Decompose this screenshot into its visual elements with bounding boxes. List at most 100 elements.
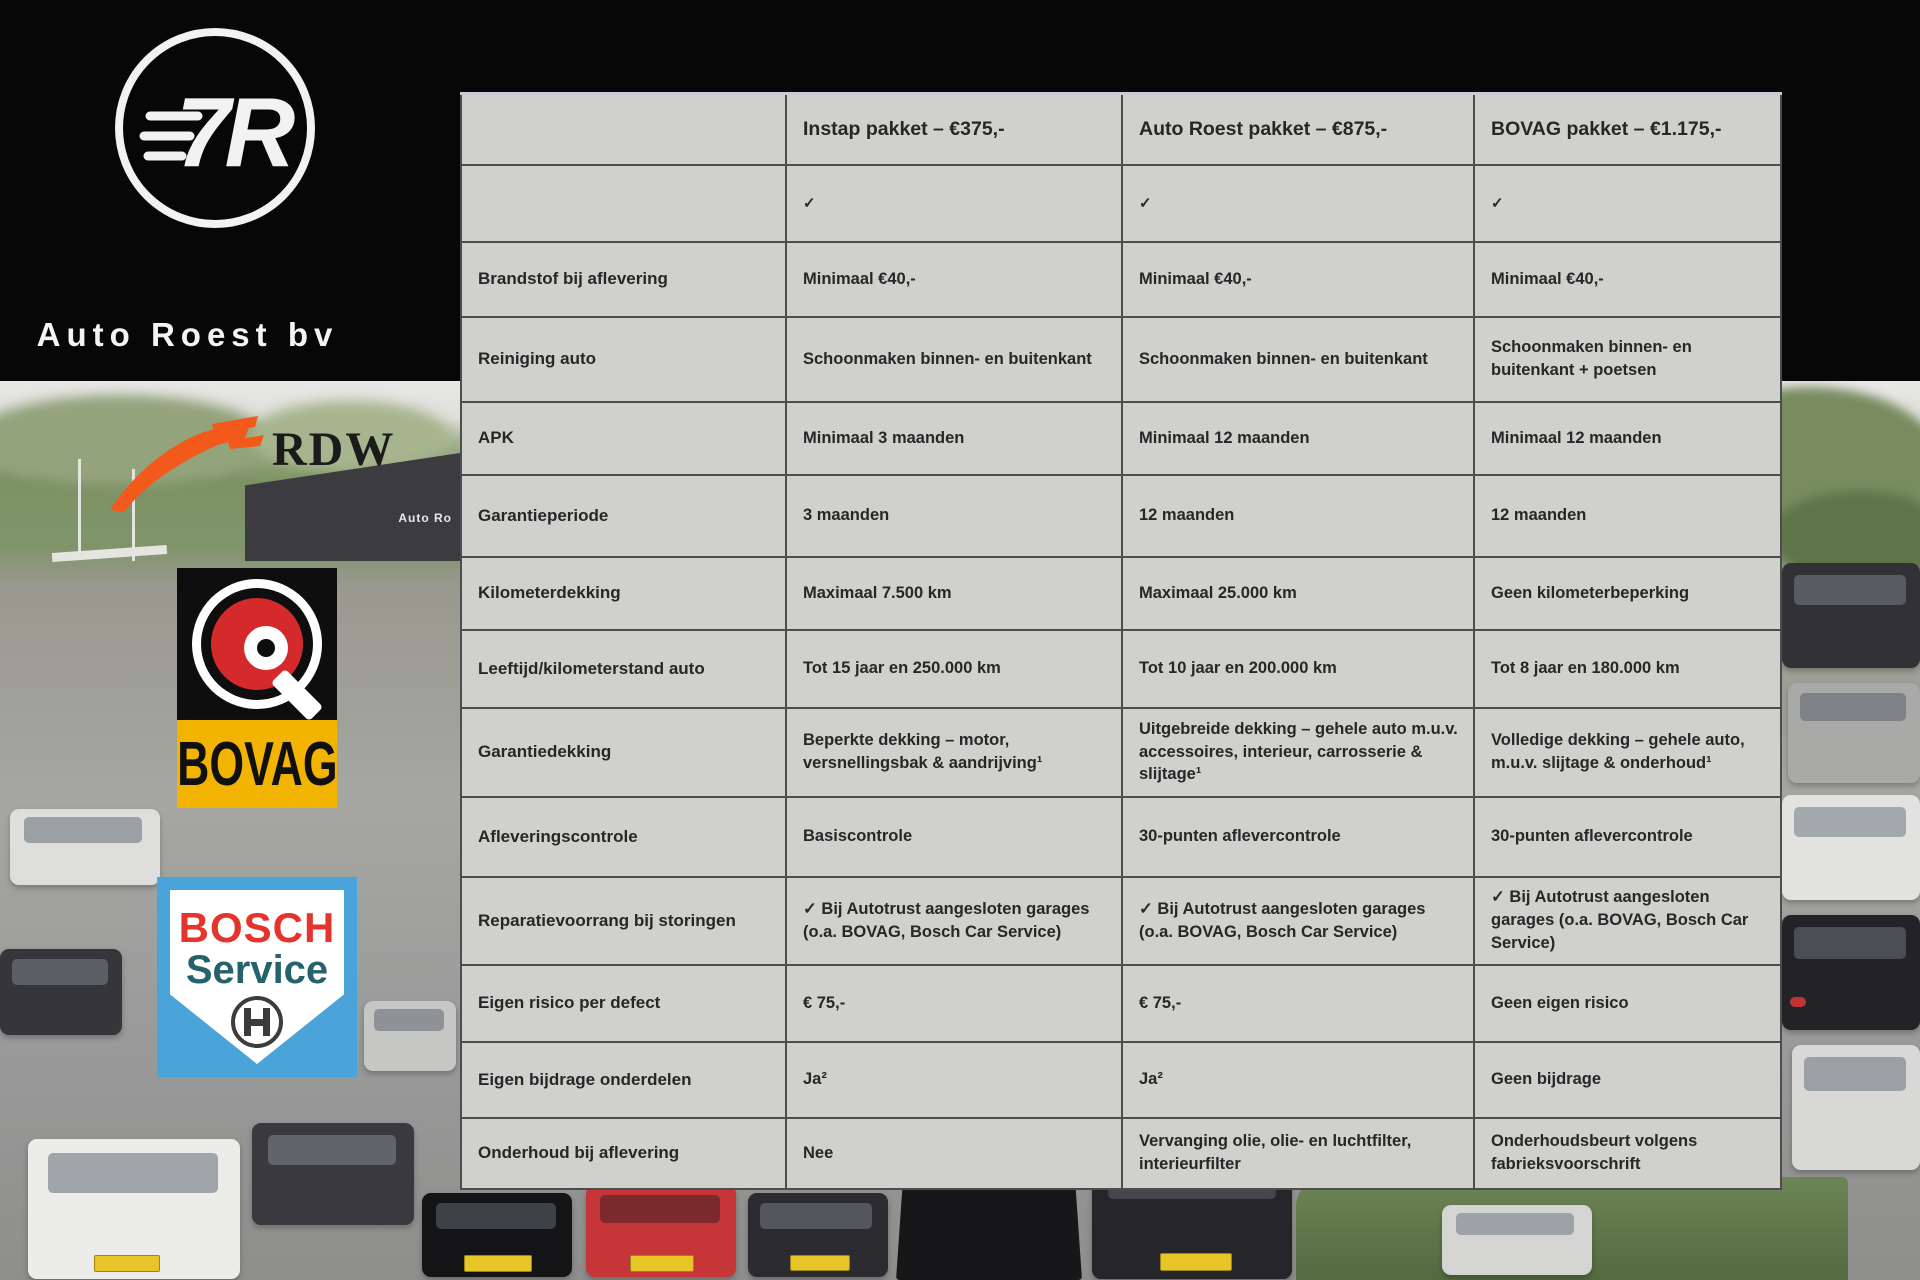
table-row: Reiniging auto Schoonmaken binnen- en bu… xyxy=(460,315,1782,403)
feature-label: Kilometerdekking xyxy=(460,555,787,631)
package-cell: 30-punten aflevercontrole xyxy=(1121,795,1475,878)
brand-wordmark: Auto Roest bv xyxy=(36,316,339,353)
car-window xyxy=(12,959,108,985)
feature-label: APK xyxy=(460,400,787,476)
car-window xyxy=(600,1195,720,1223)
rdw-logo: RDW xyxy=(106,414,406,514)
package-cell: 30-punten aflevercontrole xyxy=(1473,795,1782,878)
table-row: Afleveringscontrole Basiscontrole 30-pun… xyxy=(460,795,1782,878)
package-cell: ✓ Bij Autotrust aangesloten garages (o.a… xyxy=(1473,875,1782,966)
table-row: Eigen risico per defect € 75,- € 75,- Ge… xyxy=(460,963,1782,1043)
car-shape xyxy=(10,809,160,885)
auto-roest-logo: 7R xyxy=(115,28,315,228)
license-plate xyxy=(464,1255,532,1272)
package-header-auto-roest: Auto Roest pakket – €875,- xyxy=(1121,92,1475,166)
package-cell: Tot 8 jaar en 180.000 km xyxy=(1473,628,1782,709)
table-row: Garantiedekking Beperkte dekking – motor… xyxy=(460,706,1782,798)
package-cell: Schoonmaken binnen- en buitenkant + poet… xyxy=(1473,315,1782,403)
car-window xyxy=(1794,807,1906,837)
bosch-armature-icon xyxy=(231,996,283,1048)
brand-panel: 7R Auto Roest bv xyxy=(0,0,375,381)
license-plate xyxy=(1160,1253,1232,1271)
car-shape xyxy=(28,1139,240,1279)
flag-mast xyxy=(132,469,135,561)
feature-label: Afleveringscontrole xyxy=(460,795,787,878)
package-cell: Minimaal 3 maanden xyxy=(785,400,1123,476)
package-cell: Onderhoudsbeurt volgens fabrieksvoorschr… xyxy=(1473,1116,1782,1190)
feature-label: Reiniging auto xyxy=(460,315,787,403)
car-shape xyxy=(1792,1045,1920,1170)
feature-label: Garantiedekking xyxy=(460,706,787,798)
feature-label xyxy=(460,163,787,243)
package-cell: € 75,- xyxy=(1121,963,1475,1043)
package-cell: Minimaal €40,- xyxy=(785,240,1123,318)
car-shape xyxy=(1442,1205,1592,1275)
package-cell: ✓ Bij Autotrust aangesloten garages (o.a… xyxy=(1121,875,1475,966)
car-shape xyxy=(586,1185,736,1277)
package-cell: Tot 10 jaar en 200.000 km xyxy=(1121,628,1475,709)
included-row: ✓ ✓ ✓ xyxy=(460,163,1782,243)
package-cell: Schoonmaken binnen- en buitenkant xyxy=(1121,315,1475,403)
package-cell: Tot 15 jaar en 250.000 km xyxy=(785,628,1123,709)
package-comparison-table: Instap pakket – €375,- Auto Roest pakket… xyxy=(460,92,1782,1190)
package-header-bovag: BOVAG pakket – €1.175,- xyxy=(1473,92,1782,166)
feature-label: Garantieperiode xyxy=(460,473,787,558)
car-window xyxy=(24,817,142,843)
car-shape xyxy=(422,1193,572,1277)
car-window xyxy=(48,1153,218,1193)
package-cell: Beperkte dekking – motor, versnellingsba… xyxy=(785,706,1123,798)
feature-label: Onderhoud bij aflevering xyxy=(460,1116,787,1190)
table-row: Leeftijd/kilometerstand auto Tot 15 jaar… xyxy=(460,628,1782,709)
rdw-wordmark: RDW xyxy=(272,423,396,476)
package-cell: Vervanging olie, olie- en luchtfilter, i… xyxy=(1121,1116,1475,1190)
package-cell: 12 maanden xyxy=(1121,473,1475,558)
car-shape xyxy=(0,949,122,1035)
car-window xyxy=(1794,575,1906,605)
feature-label: Brandstof bij aflevering xyxy=(460,240,787,318)
package-cell: ✓ xyxy=(1121,163,1475,243)
table-row: Brandstof bij aflevering Minimaal €40,- … xyxy=(460,240,1782,318)
flag-mast xyxy=(78,459,81,559)
package-cell: Schoonmaken binnen- en buitenkant xyxy=(785,315,1123,403)
package-cell: Ja² xyxy=(1121,1040,1475,1119)
package-cell: Maximaal 25.000 km xyxy=(1121,555,1475,631)
car-shape xyxy=(1782,563,1920,668)
package-cell: ✓ xyxy=(1473,163,1782,243)
bosch-shield: BOSCH Service xyxy=(170,890,344,1064)
car-shape xyxy=(1782,795,1920,900)
logo-monogram: 7R xyxy=(176,77,296,187)
feature-column-header xyxy=(460,92,787,166)
feature-label: Leeftijd/kilometerstand auto xyxy=(460,628,787,709)
package-cell: Geen kilometerbeperking xyxy=(1473,555,1782,631)
license-plate xyxy=(790,1255,850,1271)
feature-label: Reparatievoorrang bij storingen xyxy=(460,875,787,966)
car-window xyxy=(374,1009,444,1031)
package-cell: Maximaal 7.500 km xyxy=(785,555,1123,631)
car-shape xyxy=(1782,915,1920,1030)
logo-circle xyxy=(115,28,315,228)
table-row: APK Minimaal 3 maanden Minimaal 12 maand… xyxy=(460,400,1782,476)
package-cell: Minimaal 12 maanden xyxy=(1473,400,1782,476)
package-cell: ✓ xyxy=(785,163,1123,243)
boat-trailer xyxy=(51,545,168,562)
bosch-service-logo: BOSCH Service xyxy=(157,877,357,1077)
table-row: Onderhoud bij aflevering Nee Vervanging … xyxy=(460,1116,1782,1190)
table-row: Eigen bijdrage onderdelen Ja² Ja² Geen b… xyxy=(460,1040,1782,1119)
package-cell: 3 maanden xyxy=(785,473,1123,558)
package-cell: Volledige dekking – gehele auto, m.u.v. … xyxy=(1473,706,1782,798)
header-row: Instap pakket – €375,- Auto Roest pakket… xyxy=(460,92,1782,166)
package-cell: 12 maanden xyxy=(1473,473,1782,558)
car-window xyxy=(436,1203,556,1229)
car-shape xyxy=(364,1001,456,1071)
building-sign: Auto Ro xyxy=(398,511,452,525)
feature-label: Eigen bijdrage onderdelen xyxy=(460,1040,787,1119)
package-cell: Basiscontrole xyxy=(785,795,1123,878)
bovag-wordmark-band: BOVAG xyxy=(177,720,337,808)
bosch-service-wordmark: Service xyxy=(185,948,329,992)
package-cell: Minimaal 12 maanden xyxy=(1121,400,1475,476)
table-row: Reparatievoorrang bij storingen ✓ Bij Au… xyxy=(460,875,1782,966)
car-window xyxy=(760,1203,872,1229)
package-cell: Geen eigen risico xyxy=(1473,963,1782,1043)
car-window xyxy=(1804,1057,1906,1091)
